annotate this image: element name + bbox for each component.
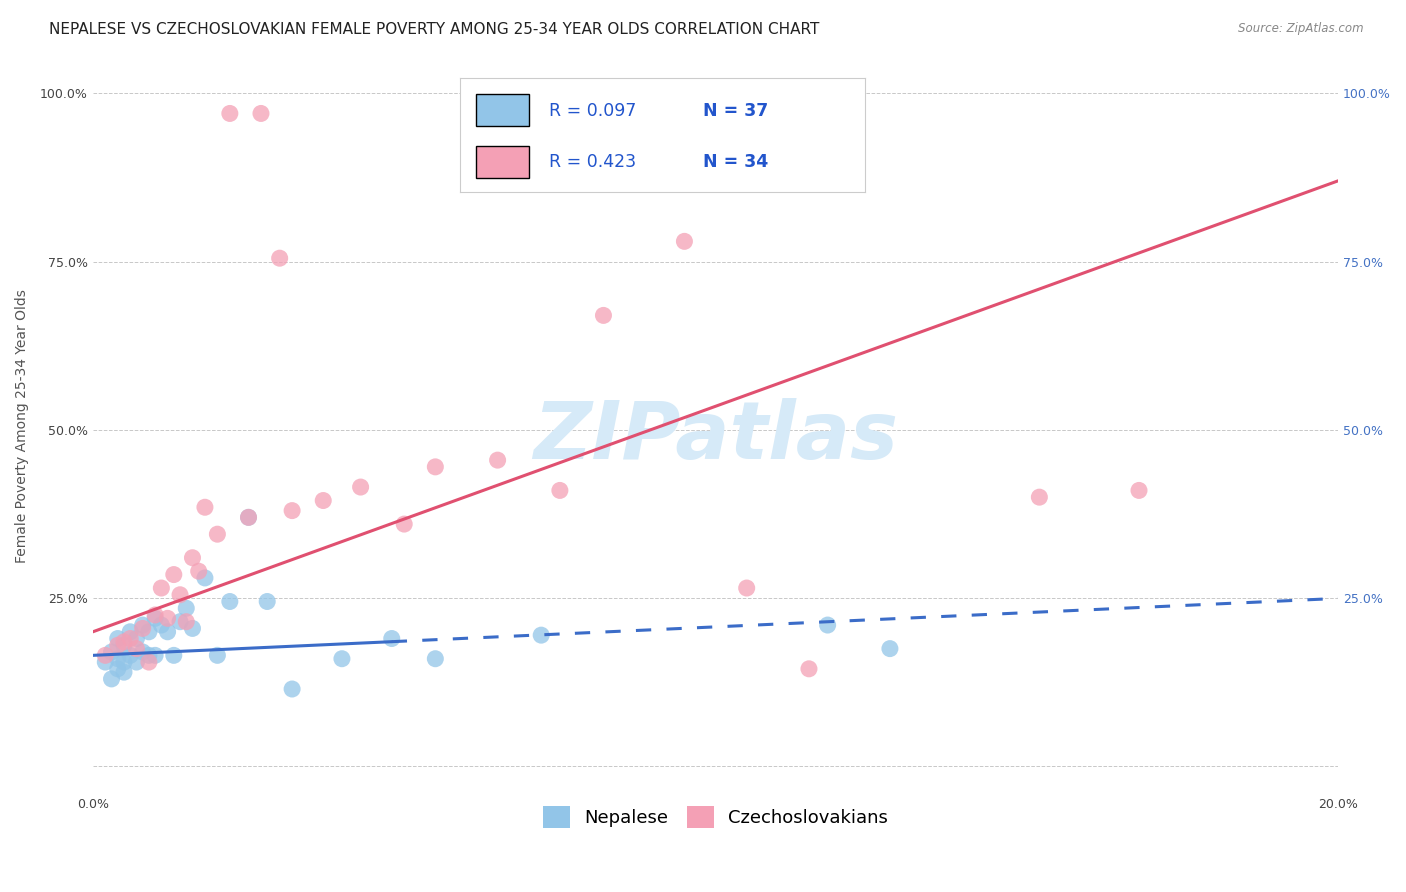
Point [673,235,696,249]
Point [125,632,148,646]
Point [548,483,571,498]
Point [163,648,186,663]
Point [138,624,160,639]
Point [131,618,153,632]
Point [312,493,335,508]
Text: Source: ZipAtlas.com: Source: ZipAtlas.com [1239,22,1364,36]
Point [120,624,142,639]
Y-axis label: Female Poverty Among 25-34 Year Olds: Female Poverty Among 25-34 Year Olds [15,290,30,564]
Legend: Nepalese, Czechoslovakians: Nepalese, Czechoslovakians [536,799,896,836]
Point [163,567,186,582]
Point [143,611,166,625]
Point [281,503,304,517]
Point [112,638,135,652]
Point [120,648,142,663]
Point [194,500,217,515]
Point [150,581,173,595]
Point [107,632,129,646]
Point [169,588,191,602]
Point [174,615,197,629]
Point [425,459,447,474]
Point [250,106,273,120]
Point [125,655,148,669]
Point [879,641,901,656]
Text: NEPALESE VS CZECHOSLOVAKIAN FEMALE POVERTY AMONG 25-34 YEAR OLDS CORRELATION CHA: NEPALESE VS CZECHOSLOVAKIAN FEMALE POVER… [49,22,820,37]
Point [392,517,415,532]
Point [256,594,278,608]
Point [120,632,142,646]
Point [107,662,129,676]
Point [735,581,758,595]
Point [330,651,353,665]
Point [269,251,291,265]
Point [131,645,153,659]
Point [349,480,371,494]
Point [592,309,614,323]
Point [112,635,135,649]
Point [207,648,229,663]
Point [150,618,173,632]
Point [181,550,204,565]
Point [112,665,135,680]
Text: ZIPatlas: ZIPatlas [533,399,898,476]
Point [100,672,122,686]
Point [187,564,209,578]
Point [1028,490,1050,504]
Point [194,571,217,585]
Point [207,527,229,541]
Point [238,510,260,524]
Point [94,655,117,669]
Point [143,648,166,663]
Point [156,624,179,639]
Point [530,628,553,642]
Point [131,622,153,636]
Point [181,622,204,636]
Point [381,632,404,646]
Point [281,681,304,696]
Point [107,638,129,652]
Point [100,645,122,659]
Point [486,453,509,467]
Point [156,611,179,625]
Point [112,655,135,669]
Point [169,615,191,629]
Point [94,648,117,663]
Point [218,594,240,608]
Point [817,618,839,632]
Point [797,662,820,676]
Point [107,651,129,665]
Point [125,641,148,656]
Point [143,607,166,622]
Point [1128,483,1150,498]
Point [138,648,160,663]
Point [425,651,447,665]
Point [138,655,160,669]
Point [218,106,240,120]
Point [238,510,260,524]
Point [174,601,197,615]
